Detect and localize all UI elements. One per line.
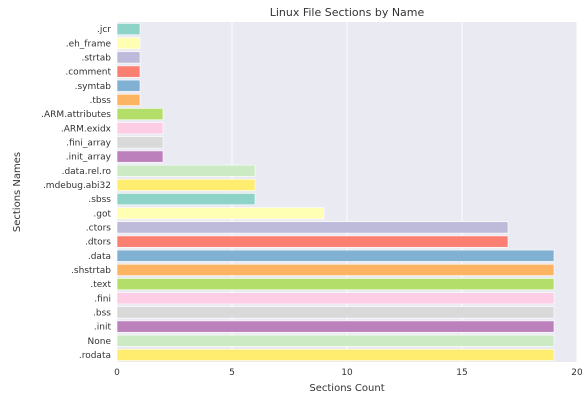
bar bbox=[116, 79, 141, 92]
category-label: .got bbox=[93, 209, 111, 219]
category-label: .rodata bbox=[79, 351, 111, 361]
grid-lines bbox=[116, 22, 578, 362]
category-label: None bbox=[88, 337, 112, 347]
bar bbox=[116, 193, 256, 206]
category-label: .tbss bbox=[90, 96, 112, 106]
bar bbox=[116, 221, 509, 234]
bar bbox=[116, 23, 141, 36]
category-label: .comment bbox=[65, 68, 111, 78]
bar bbox=[116, 278, 555, 291]
category-label: .jcr bbox=[97, 25, 111, 35]
x-tick-label: 15 bbox=[456, 368, 467, 378]
bar bbox=[116, 122, 164, 135]
category-label: .eh_frame bbox=[66, 39, 112, 49]
bar bbox=[116, 136, 164, 149]
bar bbox=[116, 178, 256, 191]
bar bbox=[116, 334, 555, 347]
bar bbox=[116, 249, 555, 262]
x-tick-label: 20 bbox=[571, 368, 582, 378]
bar bbox=[116, 207, 325, 220]
category-label: .symtab bbox=[75, 82, 112, 92]
category-label: .dtors bbox=[85, 238, 111, 248]
x-tick-label: 10 bbox=[341, 368, 353, 378]
bar bbox=[116, 164, 256, 177]
y-axis-title: Sections Names bbox=[12, 152, 23, 232]
bar bbox=[116, 37, 141, 50]
bar bbox=[116, 348, 555, 361]
bar bbox=[116, 51, 141, 64]
category-label: .fini bbox=[94, 294, 111, 304]
bar bbox=[116, 108, 164, 121]
bar bbox=[116, 150, 164, 163]
category-label: .text bbox=[90, 280, 111, 290]
category-label: .data bbox=[88, 252, 111, 262]
category-label: .shstrtab bbox=[71, 266, 111, 276]
category-label: .ARM.attributes bbox=[41, 110, 111, 120]
category-label: .ctors bbox=[86, 223, 112, 233]
x-tick-label: 5 bbox=[229, 368, 235, 378]
category-label: .sbss bbox=[88, 195, 111, 205]
category-label: .strtab bbox=[81, 53, 111, 63]
bar bbox=[116, 235, 509, 248]
bar bbox=[116, 306, 555, 319]
bar bbox=[116, 93, 141, 106]
x-tick-labels: 0 5 10 15 20 bbox=[114, 368, 582, 378]
bar bbox=[116, 292, 555, 305]
category-label: .mdebug.abi32 bbox=[43, 181, 111, 191]
category-label: .ARM.exidx bbox=[61, 124, 112, 134]
x-tick-label: 0 bbox=[114, 368, 120, 378]
bar bbox=[116, 320, 555, 333]
category-labels: .jcr .eh_frame .strtab .comment .symtab .tbss… bbox=[41, 25, 112, 361]
bars-group bbox=[116, 23, 555, 361]
chart-title: Linux File Sections by Name bbox=[270, 6, 425, 19]
bar bbox=[116, 65, 141, 78]
category-label: .fini_array bbox=[66, 138, 112, 148]
category-label: .init_array bbox=[66, 153, 112, 163]
category-label: .bss bbox=[93, 308, 111, 318]
category-label: .init bbox=[94, 323, 112, 333]
bar bbox=[116, 263, 555, 276]
x-axis-title: Sections Count bbox=[309, 383, 384, 394]
category-label: .data.rel.ro bbox=[62, 167, 112, 177]
